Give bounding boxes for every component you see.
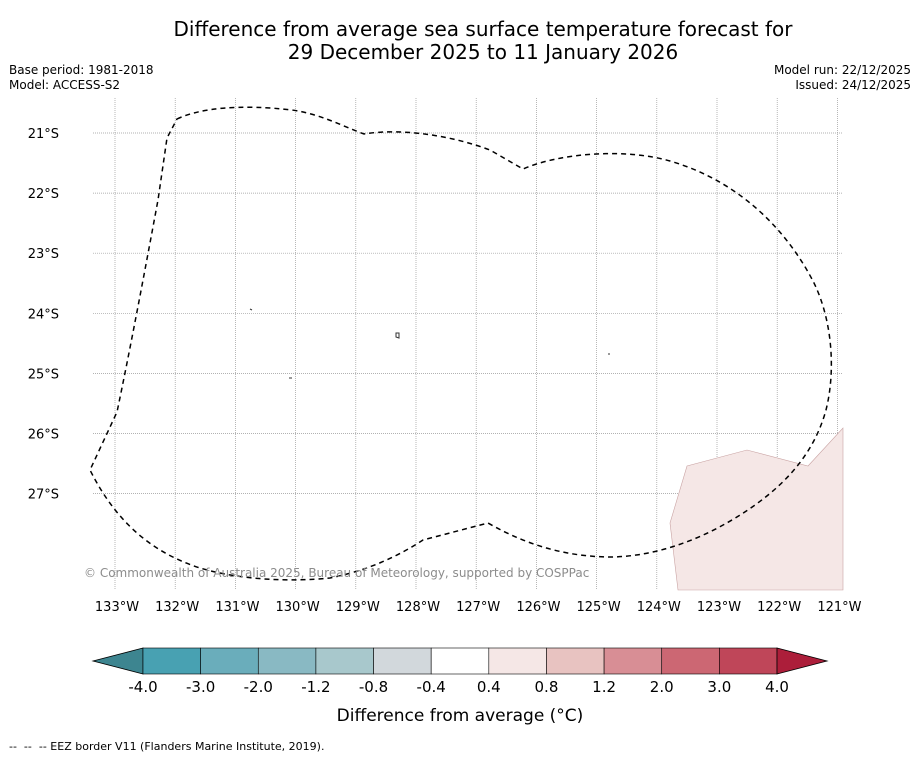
longitude-label: 123°W: [697, 600, 741, 615]
longitude-label: 130°W: [276, 600, 320, 615]
colorbar-tick-label: 3.0: [707, 678, 731, 696]
anomaly-region: [669, 427, 844, 591]
colorbar-tick-label: -1.2: [301, 678, 330, 696]
longitude-label: 124°W: [637, 600, 681, 615]
colorbar-label: Difference from average (°C): [337, 706, 584, 726]
longitude-label: 129°W: [336, 600, 380, 615]
colorbar-segment: [315, 647, 374, 675]
colorbar-segment: [603, 647, 663, 675]
colorbar-tick-label: 2.0: [650, 678, 674, 696]
latitude-label: 22°S: [28, 187, 59, 202]
colorbar-tick-label: 1.2: [592, 678, 616, 696]
colorbar-under-arrow: [91, 647, 144, 675]
meta-left: Base period: 1981-2018 Model: ACCESS-S2: [9, 63, 154, 93]
colorbar-segment: [200, 647, 259, 675]
longitude-label: 128°W: [396, 600, 440, 615]
meta-right: Model run: 22/12/2025 Issued: 24/12/2025: [774, 63, 911, 93]
issued-date: Issued: 24/12/2025: [795, 78, 911, 92]
map-title: Difference from average sea surface temp…: [0, 18, 919, 64]
colorbar-tick-label: 0.4: [477, 678, 501, 696]
islands: [249, 308, 610, 379]
title-line-2: 29 December 2025 to 11 January 2026: [287, 40, 679, 64]
latitude-label: 26°S: [28, 428, 59, 443]
colorbar-segment: [430, 647, 490, 675]
colorbar: -4.0 -3.0 -2.0 -1.2 -0.8 -0.4 0.4 0.8 1.2 2.0 3.0 4…: [91, 647, 829, 726]
model-run: Model run: 22/12/2025: [773, 63, 911, 77]
copyright-notice: © Commonwealth of Australia 2025, Bureau…: [84, 566, 589, 580]
colorbar-tick-label: 4.0: [765, 678, 789, 696]
colorbar-segments: [142, 647, 778, 675]
colorbar-tick-label: -4.0: [128, 678, 157, 696]
longitude-label: 133°W: [95, 600, 139, 615]
latitude-label: 23°S: [28, 247, 59, 262]
latitude-label: 24°S: [28, 307, 59, 322]
colorbar-segment: [661, 647, 720, 675]
colorbar-segment: [142, 647, 201, 675]
island-marker: [249, 308, 253, 311]
base-period: Base period: 1981-2018: [9, 63, 154, 77]
island-marker: [395, 332, 400, 339]
longitude-label: 125°W: [577, 600, 621, 615]
colorbar-tick-label: -0.4: [417, 678, 446, 696]
longitude-labels: 133°W 132°W 131°W 130°W 129°W 128°W 127°W 126°W…: [95, 600, 862, 615]
title-line-1: Difference from average sea surface temp…: [173, 17, 793, 41]
longitude-label: 131°W: [215, 600, 259, 615]
latitude-label: 25°S: [28, 367, 59, 382]
colorbar-segment: [257, 647, 317, 675]
colorbar-tick-labels: -4.0 -3.0 -2.0 -1.2 -0.8 -0.4 0.4 0.8 1.2 2.0 3.0 4…: [128, 678, 789, 696]
colorbar-segment: [488, 647, 547, 675]
latitude-label: 27°S: [28, 488, 59, 503]
model-name: Model: ACCESS-S2: [9, 78, 121, 92]
eez-border: [89, 106, 833, 581]
longitude-label: 121°W: [817, 600, 861, 615]
latitude-labels: 21°S 22°S 23°S 24°S 25°S 26°S 27°S: [28, 127, 59, 503]
map-panel: © Commonwealth of Australia 2025, Bureau…: [28, 98, 862, 615]
colorbar-tick-label: -0.8: [359, 678, 388, 696]
colorbar-tick-label: -2.0: [244, 678, 273, 696]
longitude-label: 132°W: [155, 600, 199, 615]
colorbar-segment: [373, 647, 432, 675]
colorbar-over-arrow: [776, 647, 829, 675]
longitude-label: 127°W: [456, 600, 500, 615]
colorbar-tick-label: 0.8: [535, 678, 559, 696]
colorbar-segment: [719, 647, 778, 675]
latitude-label: 21°S: [28, 127, 59, 142]
colorbar-segment: [546, 647, 605, 675]
eez-legend-note: -- -- -- EEZ border V11 (Flanders Marine…: [9, 740, 325, 753]
longitude-label: 122°W: [757, 600, 801, 615]
colorbar-tick-label: -3.0: [186, 678, 215, 696]
longitude-label: 126°W: [516, 600, 560, 615]
